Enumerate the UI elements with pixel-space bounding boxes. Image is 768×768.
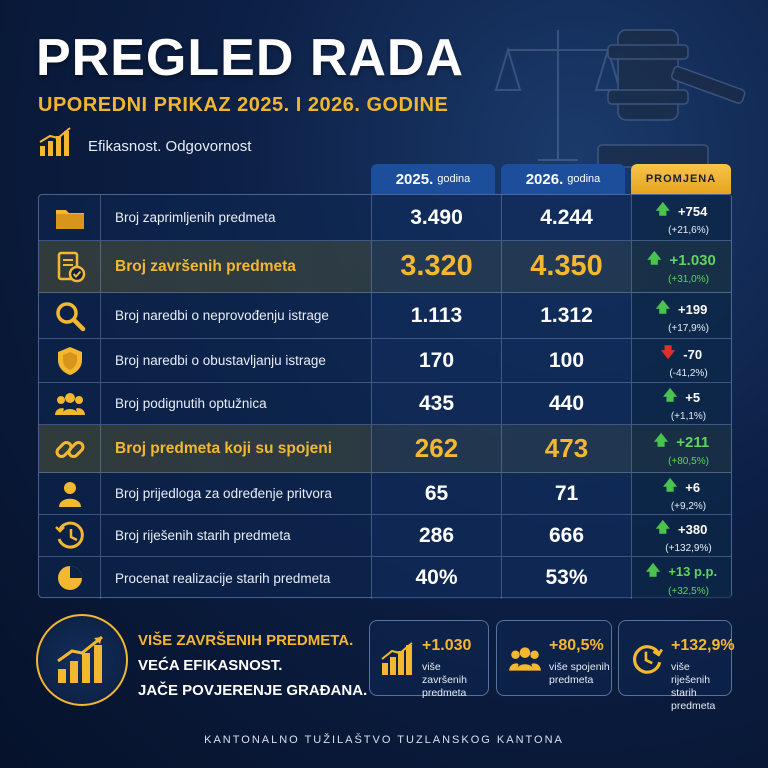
row-label: Broj naredbi o obustavljanju istrage: [115, 353, 326, 368]
value-2025: 435: [371, 383, 501, 424]
value-2026: 473: [501, 425, 631, 472]
value-2025: 65: [371, 473, 501, 514]
clock-arrow-icon: [633, 645, 663, 674]
row-label: Procenat realizacije starih predmeta: [115, 570, 331, 586]
bar-chart-up-icon: [381, 642, 413, 675]
change-cell: 🡅 +380 (+132,9%): [631, 515, 731, 556]
row-label: Broj riješenih starih predmeta: [115, 528, 291, 543]
shield-icon: [57, 346, 82, 375]
people-group-icon: [509, 647, 541, 671]
value-2026: 53%: [501, 557, 631, 599]
table-row: Broj podignutih optužnica 435 440 🡅 +5 (+…: [39, 383, 731, 425]
arrow-up-icon: 🡅: [662, 477, 678, 493]
page-title: PREGLED RADA: [36, 29, 465, 87]
value-2025: 262: [371, 425, 501, 472]
value-2026: 4.244: [501, 195, 631, 240]
row-label: Broj podignutih optužnica: [115, 396, 267, 411]
column-header-2026: 2026. godina: [501, 164, 625, 194]
value-2026: 100: [501, 339, 631, 382]
row-label: Broj završenih predmeta: [115, 258, 296, 275]
change-cell: 🡅 +211 (+80,5%): [631, 425, 731, 472]
stat-card: +132,9% više riješenih starih predmeta: [618, 620, 735, 712]
growth-badge: [36, 614, 128, 706]
table-row: Broj riješenih starih predmeta 286 666 🡅…: [39, 515, 731, 557]
change-cell: 🡅 +754 (+21,6%): [631, 195, 731, 240]
gavel-scales-icon: [494, 29, 746, 168]
change-cell: 🡅 +6 (+9,2%): [631, 473, 731, 514]
magnifier-icon: [55, 301, 85, 331]
value-2025: 170: [371, 339, 501, 382]
table-row: Broj predmeta koji su spojeni 262 473 🡅 +…: [39, 425, 731, 473]
value-2025: 1.113: [371, 293, 501, 338]
table-row: Broj naredbi o obustavljanju istrage 170…: [39, 339, 731, 383]
column-header-2025: 2025. godina: [371, 164, 495, 194]
history-clock-icon: [54, 521, 84, 549]
table-row: Broj zaprimljenih predmeta 3.490 4.244 🡅…: [39, 195, 731, 241]
value-2025: 3.490: [371, 195, 501, 240]
value-2025: 40%: [371, 557, 501, 599]
table-row: Procenat realizacije starih predmeta 40%…: [39, 557, 731, 599]
value-2026: 71: [501, 473, 631, 514]
folder-icon: [55, 209, 84, 229]
change-cell: 🡇 -70 (-41,2%): [631, 339, 731, 382]
arrow-up-icon: 🡅: [655, 519, 671, 535]
stat-card: +1.030 više završenih predmeta: [369, 620, 489, 699]
value-2026: 666: [501, 515, 631, 556]
arrow-up-icon: 🡅: [662, 387, 678, 403]
document-check-icon: [57, 251, 85, 282]
page-subtitle: UPOREDNI PRIKAZ 2025. I 2026. GODINE: [38, 94, 449, 116]
column-header-change: PROMJENA: [631, 164, 731, 194]
value-2025: 3.320: [371, 241, 501, 292]
change-cell: 🡅 +1.030 (+31,0%): [631, 241, 731, 292]
chain-link-icon: [55, 440, 84, 458]
value-2026: 4.350: [501, 241, 631, 292]
arrow-up-icon: 🡅: [655, 201, 671, 217]
arrow-up-icon: 🡅: [647, 250, 662, 266]
arrow-up-icon: 🡅: [653, 432, 669, 448]
slogan: VIŠE ZAVRŠENIH PREDMETA. VEĆA EFIKASNOST…: [138, 632, 368, 699]
tagline: Efikasnost. Odgovornost: [88, 138, 252, 155]
arrow-up-icon: 🡅: [645, 561, 661, 578]
comparison-table: Broj zaprimljenih predmeta 3.490 4.244 🡅…: [38, 194, 732, 599]
value-2026: 440: [501, 383, 631, 424]
person-icon: [58, 481, 81, 507]
row-label: Broj predmeta koji su spojeni: [115, 440, 333, 457]
change-cell: 🡅 +5 (+1,1%): [631, 383, 731, 424]
change-cell: 🡅 +199 (+17,9%): [631, 293, 731, 338]
row-label: Broj naredbi o neprovođenju istrage: [115, 308, 329, 323]
change-cell: 🡅 +13 p.p. (+32,5%): [631, 557, 731, 599]
row-label: Broj prijedloga za određenje pritvora: [115, 486, 332, 501]
bar-chart-up-icon: [57, 635, 103, 683]
people-group-icon: [54, 392, 85, 415]
arrow-down-icon: 🡇: [660, 344, 676, 360]
table-row: Broj prijedloga za određenje pritvora 65…: [39, 473, 731, 515]
bar-chart-up-icon: [39, 127, 71, 156]
table-row: Broj završenih predmeta 3.320 4.350 🡅 +1.…: [39, 241, 731, 293]
stat-card: +80,5% više spojenih predmeta: [496, 620, 612, 696]
arrow-up-icon: 🡅: [655, 299, 671, 315]
pie-chart-icon: [57, 566, 82, 590]
table-row: Broj naredbi o neprovođenju istrage 1.11…: [39, 293, 731, 339]
value-2026: 1.312: [501, 293, 631, 338]
footer-organization: KANTONALNO TUŽILAŠTVO TUZLANSKOG KANTONA: [204, 734, 564, 746]
row-label: Broj zaprimljenih predmeta: [115, 210, 276, 225]
value-2025: 286: [371, 515, 501, 556]
